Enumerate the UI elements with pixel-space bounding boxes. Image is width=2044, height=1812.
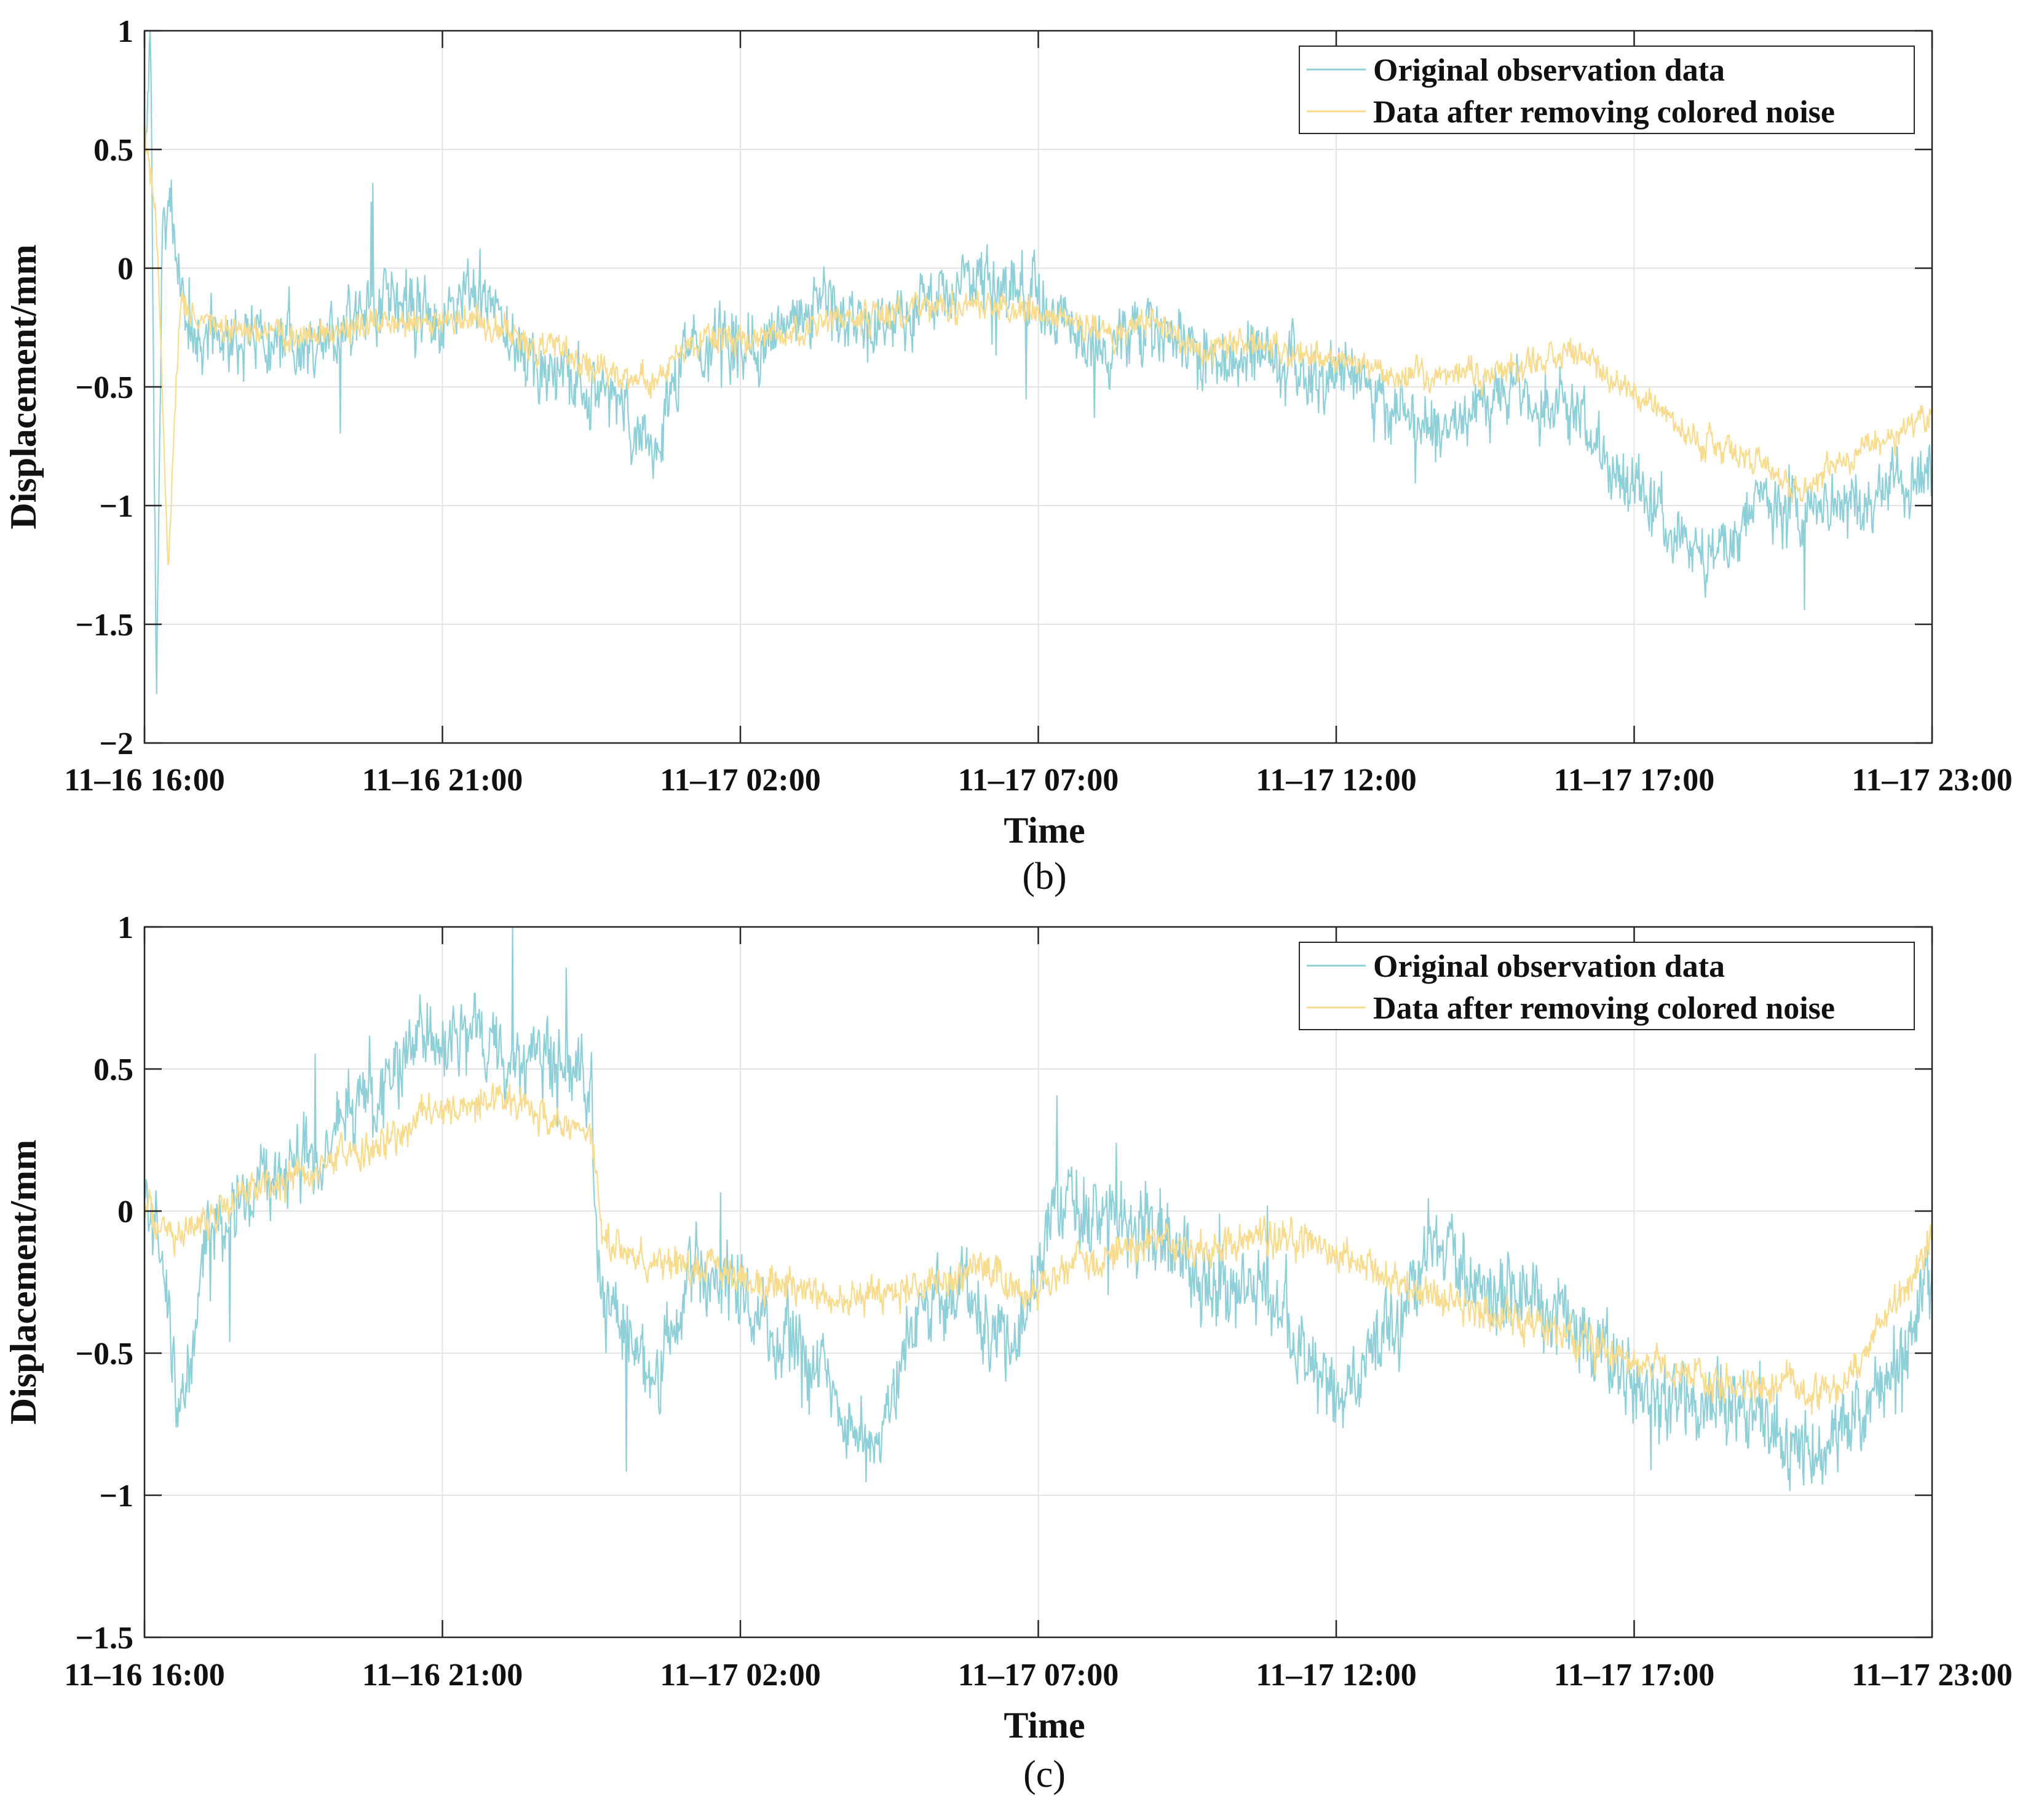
x-tick-label: 11–17 23:00 bbox=[1852, 763, 2012, 798]
x-tick-label: 11–17 12:00 bbox=[1256, 763, 1416, 798]
x-axis-label: Time bbox=[1004, 810, 1085, 851]
y-tick-label: −1 bbox=[99, 489, 133, 524]
y-tick-label: −1 bbox=[99, 1479, 133, 1514]
legend-label: Data after removing colored noise bbox=[1373, 991, 1835, 1026]
y-tick-label: −2 bbox=[99, 726, 133, 761]
y-tick-label: 0.5 bbox=[93, 1052, 133, 1087]
x-tick-label: 11–17 07:00 bbox=[958, 763, 1119, 798]
x-tick-label: 11–16 21:00 bbox=[362, 763, 523, 798]
series-group bbox=[143, 926, 1933, 1492]
y-axis-label: Displacement/mm bbox=[3, 1140, 44, 1425]
y-tick-label: 1 bbox=[117, 14, 133, 49]
y-tick-label: −0.5 bbox=[75, 1337, 133, 1372]
y-tick-label: 0.5 bbox=[93, 133, 133, 168]
x-axis-label: Time bbox=[1004, 1705, 1085, 1746]
y-tick-label: −1.5 bbox=[75, 608, 133, 643]
panel-b: 11–16 16:00 11–16 21:00 11–17 02:00 11–17 0… bbox=[3, 14, 2013, 897]
series-line-denoised bbox=[143, 121, 1933, 566]
legend-label: Data after removing colored noise bbox=[1373, 95, 1835, 130]
x-tick-label: 11–17 07:00 bbox=[958, 1658, 1119, 1693]
legend-label: Original observation data bbox=[1373, 53, 1725, 88]
panel-label: (b) bbox=[1022, 856, 1066, 897]
y-axis-label: Displacement/mm bbox=[3, 244, 44, 529]
y-tick-label: 0 bbox=[117, 252, 133, 287]
series-line-denoised bbox=[143, 1083, 1933, 1415]
x-tick-label: 11–16 16:00 bbox=[64, 763, 224, 798]
panel-c: 11–16 16:00 11–16 21:00 11–17 02:00 11–17 0… bbox=[3, 910, 2013, 1795]
y-tick-label: 0 bbox=[117, 1194, 133, 1230]
y-tick-label: −1.5 bbox=[75, 1621, 133, 1656]
panel-label: (c) bbox=[1023, 1754, 1066, 1795]
x-tick-label: 11–17 17:00 bbox=[1554, 1658, 1714, 1693]
x-tick-label: 11–17 17:00 bbox=[1554, 763, 1714, 798]
series-line-original bbox=[143, 926, 1933, 1492]
legend-box bbox=[1299, 942, 1915, 1030]
x-tick-label: 11–17 23:00 bbox=[1852, 1658, 2012, 1693]
x-tick-label: 11–17 12:00 bbox=[1256, 1658, 1416, 1693]
legend: Original observation data Data after remo… bbox=[1299, 942, 1915, 1030]
x-tick-label: 11–17 02:00 bbox=[660, 763, 820, 798]
legend-box bbox=[1299, 46, 1915, 134]
y-tick-label: 1 bbox=[117, 910, 133, 945]
x-tick-label: 11–16 21:00 bbox=[362, 1658, 523, 1693]
legend: Original observation data Data after remo… bbox=[1299, 46, 1915, 134]
y-tick-label: −0.5 bbox=[75, 370, 133, 405]
x-tick-label: 11–17 02:00 bbox=[660, 1658, 820, 1693]
legend-label: Original observation data bbox=[1373, 949, 1725, 984]
series-group bbox=[143, 30, 1933, 694]
x-tick-label: 11–16 16:00 bbox=[64, 1658, 224, 1693]
